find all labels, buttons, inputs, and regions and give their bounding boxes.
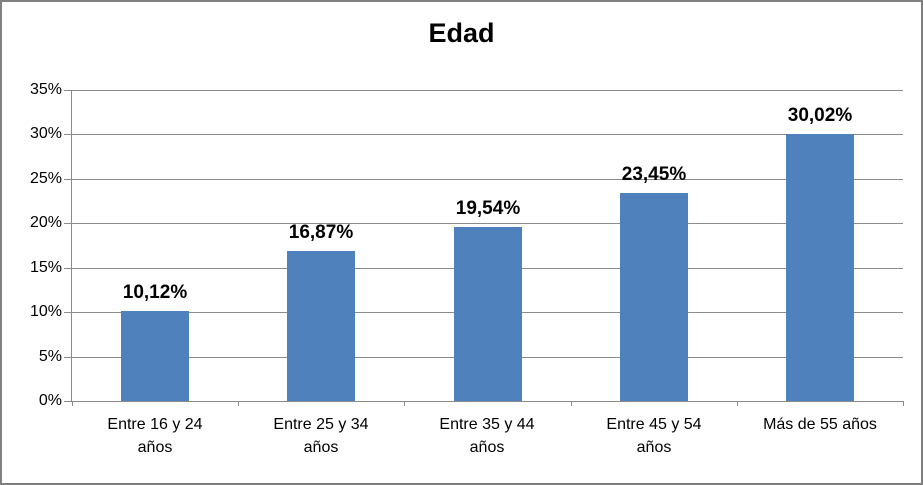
y-axis-tick xyxy=(64,179,72,180)
value-label: 30,02% xyxy=(787,105,853,126)
bar-5 xyxy=(786,134,854,401)
gridline-30 xyxy=(72,134,903,135)
bar-4 xyxy=(620,193,688,401)
y-axis-label: 30% xyxy=(29,125,62,142)
category-label: Entre 35 y 44 años xyxy=(404,413,570,459)
y-axis-label: 15% xyxy=(29,259,62,276)
value-label: 19,54% xyxy=(455,198,521,219)
x-axis-tick xyxy=(404,401,405,406)
category-label-line: años xyxy=(469,439,505,456)
category-label-line: años xyxy=(636,439,672,456)
category-label-line: años xyxy=(137,439,173,456)
y-axis-tick xyxy=(64,357,72,358)
category-label-line: Entre 25 y 34 xyxy=(273,416,369,433)
x-axis-tick xyxy=(737,401,738,406)
category-label-line: Entre 35 y 44 xyxy=(439,416,535,433)
y-axis-tick xyxy=(64,401,72,402)
y-axis-tick xyxy=(64,90,72,91)
category-label-line: Más de 55 años xyxy=(763,416,877,433)
value-label: 23,45% xyxy=(621,164,687,185)
category-label-line: años xyxy=(303,439,339,456)
category-label-line: Entre 16 y 24 xyxy=(107,416,203,433)
gridline-25 xyxy=(72,179,903,180)
category-label: Entre 16 y 24 años xyxy=(72,413,238,459)
y-axis-label: 25% xyxy=(29,170,62,187)
x-axis-tick xyxy=(571,401,572,406)
y-axis-label: 35% xyxy=(29,81,62,98)
y-axis-tick xyxy=(64,134,72,135)
plot-area: 0% 5% 10% 15% 20% 25% 30% 35% 10,12% Entre 16 y 2… xyxy=(30,81,904,456)
y-axis-label: 5% xyxy=(38,348,62,365)
x-axis-tick xyxy=(238,401,239,406)
y-axis-tick xyxy=(64,312,72,313)
category-label: Entre 45 y 54 años xyxy=(571,413,737,459)
y-axis-tick xyxy=(64,223,72,224)
bar-3 xyxy=(454,227,522,401)
category-label: Entre 25 y 34 años xyxy=(238,413,404,459)
bar-2 xyxy=(287,251,355,401)
bar-1 xyxy=(121,311,189,401)
y-axis-tick xyxy=(64,268,72,269)
y-axis-label: 10% xyxy=(29,303,62,320)
x-axis-tick xyxy=(72,401,73,406)
x-axis-tick xyxy=(903,401,904,406)
gridline-35 xyxy=(72,90,903,91)
y-axis-label: 0% xyxy=(38,392,62,409)
category-label: Más de 55 años xyxy=(737,413,903,436)
value-label: 10,12% xyxy=(122,282,188,303)
category-label-line: Entre 45 y 54 xyxy=(606,416,702,433)
chart-title: Edad xyxy=(428,18,495,48)
y-axis-label: 20% xyxy=(29,214,62,231)
gridline-20 xyxy=(72,223,903,224)
value-label: 16,87% xyxy=(288,222,354,243)
